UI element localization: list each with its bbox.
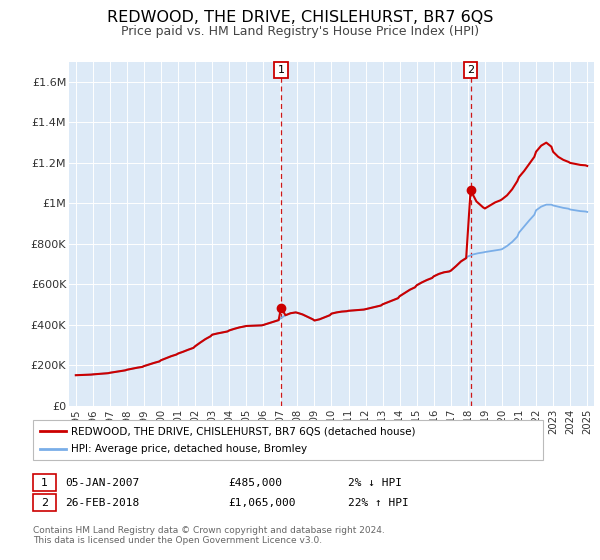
Text: 26-FEB-2018: 26-FEB-2018	[65, 498, 139, 508]
Text: £485,000: £485,000	[228, 478, 282, 488]
Text: REDWOOD, THE DRIVE, CHISLEHURST, BR7 6QS (detached house): REDWOOD, THE DRIVE, CHISLEHURST, BR7 6QS…	[71, 426, 415, 436]
Text: 2: 2	[467, 65, 474, 75]
Text: 1: 1	[41, 478, 48, 488]
Text: This data is licensed under the Open Government Licence v3.0.: This data is licensed under the Open Gov…	[33, 536, 322, 545]
Text: Contains HM Land Registry data © Crown copyright and database right 2024.: Contains HM Land Registry data © Crown c…	[33, 526, 385, 535]
Text: 2% ↓ HPI: 2% ↓ HPI	[348, 478, 402, 488]
Text: Price paid vs. HM Land Registry's House Price Index (HPI): Price paid vs. HM Land Registry's House …	[121, 25, 479, 38]
Text: £1,065,000: £1,065,000	[228, 498, 296, 508]
Text: 05-JAN-2007: 05-JAN-2007	[65, 478, 139, 488]
Text: HPI: Average price, detached house, Bromley: HPI: Average price, detached house, Brom…	[71, 444, 307, 454]
Text: 22% ↑ HPI: 22% ↑ HPI	[348, 498, 409, 508]
Text: 2: 2	[41, 498, 48, 508]
Text: REDWOOD, THE DRIVE, CHISLEHURST, BR7 6QS: REDWOOD, THE DRIVE, CHISLEHURST, BR7 6QS	[107, 10, 493, 25]
Text: 1: 1	[278, 65, 284, 75]
